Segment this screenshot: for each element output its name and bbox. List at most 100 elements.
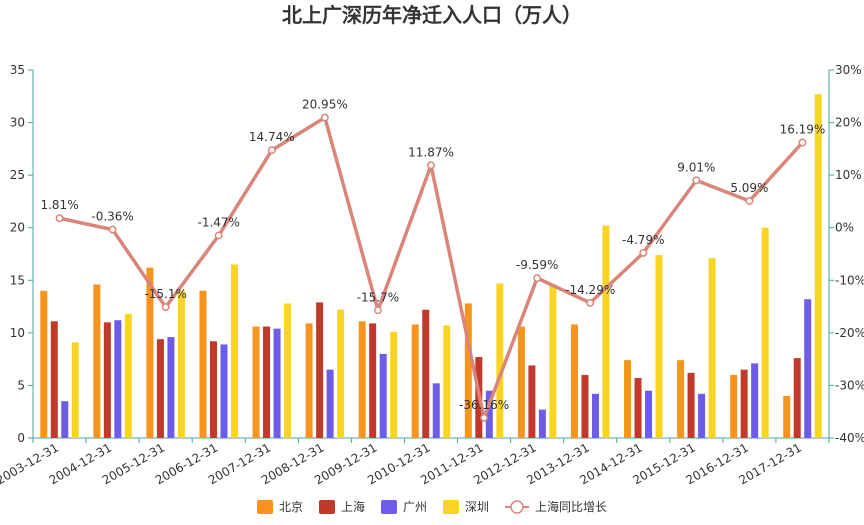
growth-point — [639, 248, 648, 257]
growth-point — [320, 113, 329, 122]
growth-point-label: 1.81% — [40, 198, 78, 212]
bar — [751, 363, 759, 438]
bar — [708, 258, 716, 438]
bar — [740, 369, 748, 438]
growth-point-label: -4.79% — [622, 233, 664, 247]
bar — [390, 331, 398, 438]
bar — [209, 341, 217, 438]
bar — [634, 378, 642, 438]
bar — [263, 326, 271, 438]
growth-point-label: 9.01% — [677, 160, 715, 174]
bar — [114, 320, 122, 438]
bar — [71, 342, 79, 438]
bar — [369, 323, 377, 438]
legend-swatch — [443, 500, 459, 514]
growth-point — [427, 161, 435, 170]
growth-point-label: -9.59% — [516, 258, 558, 272]
bar — [220, 344, 228, 438]
legend-swatch — [381, 500, 397, 514]
bar — [687, 372, 695, 438]
bar — [61, 401, 69, 438]
bar — [379, 353, 387, 438]
bar — [814, 94, 822, 438]
bar — [337, 309, 345, 438]
bar — [252, 326, 260, 438]
bar — [464, 303, 472, 438]
legend-item[interactable]: 广州 — [381, 500, 427, 514]
legend-label: 北京 — [279, 500, 303, 514]
y-tick-label: 30 — [10, 116, 25, 130]
bar — [645, 390, 653, 438]
legend[interactable]: 北京 上海 广州 深圳 上海同比增长 — [257, 499, 607, 514]
growth-point — [373, 306, 382, 315]
bar — [570, 324, 578, 438]
y-tick-label: 35 — [10, 63, 25, 77]
bars — [40, 94, 822, 438]
growth-point-label: -15.7% — [357, 290, 399, 304]
bar — [432, 383, 440, 438]
bar — [591, 393, 599, 438]
growth-point-label: -36.16% — [459, 398, 509, 412]
legend-item[interactable]: 北京 — [257, 500, 303, 514]
legend-label: 广州 — [403, 500, 427, 514]
legend-label: 上海 — [341, 499, 365, 514]
y2-tick-label: 10% — [835, 168, 862, 182]
growth-point-label: 5.09% — [730, 181, 768, 195]
growth-point — [55, 214, 64, 223]
y-tick-label: 20 — [10, 221, 25, 235]
bar — [581, 374, 589, 438]
growth-point — [533, 274, 542, 283]
bar — [326, 369, 334, 438]
bar — [496, 283, 504, 438]
legend-item[interactable]: 上海 — [319, 499, 365, 514]
growth-point — [108, 225, 117, 234]
legend-label: 上海同比增长 — [535, 499, 607, 514]
line-series: 1.81% -0.36% -15.1% -1.47% 14.74% 20.95% -15.7… — [40, 98, 826, 422]
bar — [199, 290, 207, 438]
legend-label: 深圳 — [465, 500, 489, 514]
bar — [230, 264, 238, 438]
legend-swatch — [257, 500, 273, 514]
growth-point — [161, 303, 170, 312]
bar — [517, 326, 525, 438]
y2-tick-label: -30% — [835, 378, 864, 392]
y-tick-label: 0 — [17, 431, 25, 445]
growth-point-label: 16.19% — [780, 123, 826, 137]
bar — [358, 321, 366, 438]
bar — [485, 390, 493, 438]
bar — [284, 303, 292, 438]
y2-tick-label: 20% — [835, 116, 862, 130]
bar — [549, 284, 557, 438]
bar — [761, 227, 769, 438]
bar — [422, 309, 430, 438]
chart-title: 北上广深历年净迁入人口（万人） — [282, 3, 582, 27]
bar — [156, 339, 164, 438]
bar — [443, 325, 451, 438]
bar — [124, 313, 132, 438]
bar — [602, 225, 610, 438]
legend-item[interactable]: 上海同比增长 — [505, 499, 607, 514]
y-tick-label: 5 — [17, 378, 25, 392]
growth-point — [480, 413, 489, 422]
growth-point — [267, 146, 276, 155]
bar — [146, 267, 154, 438]
growth-point-label: -14.29% — [565, 283, 615, 297]
bar — [677, 360, 685, 438]
growth-point-label: -0.36% — [91, 210, 133, 224]
bar — [167, 337, 175, 438]
growth-point-label: 20.95% — [302, 98, 348, 112]
growth-point-label: 11.87% — [408, 145, 454, 159]
bar — [40, 290, 48, 438]
y2-tick-label: 0% — [835, 221, 854, 235]
bar — [103, 322, 111, 438]
bar — [411, 324, 419, 438]
bar — [804, 299, 812, 438]
legend-item[interactable]: 深圳 — [443, 500, 489, 514]
y2-tick-label: -20% — [835, 326, 864, 340]
growth-point-label: -1.47% — [198, 215, 240, 229]
bar — [655, 255, 663, 438]
legend-swatch — [319, 500, 335, 514]
legend-swatch-marker — [510, 500, 524, 514]
y2-tick-label: -10% — [835, 273, 864, 287]
bar — [316, 302, 324, 438]
